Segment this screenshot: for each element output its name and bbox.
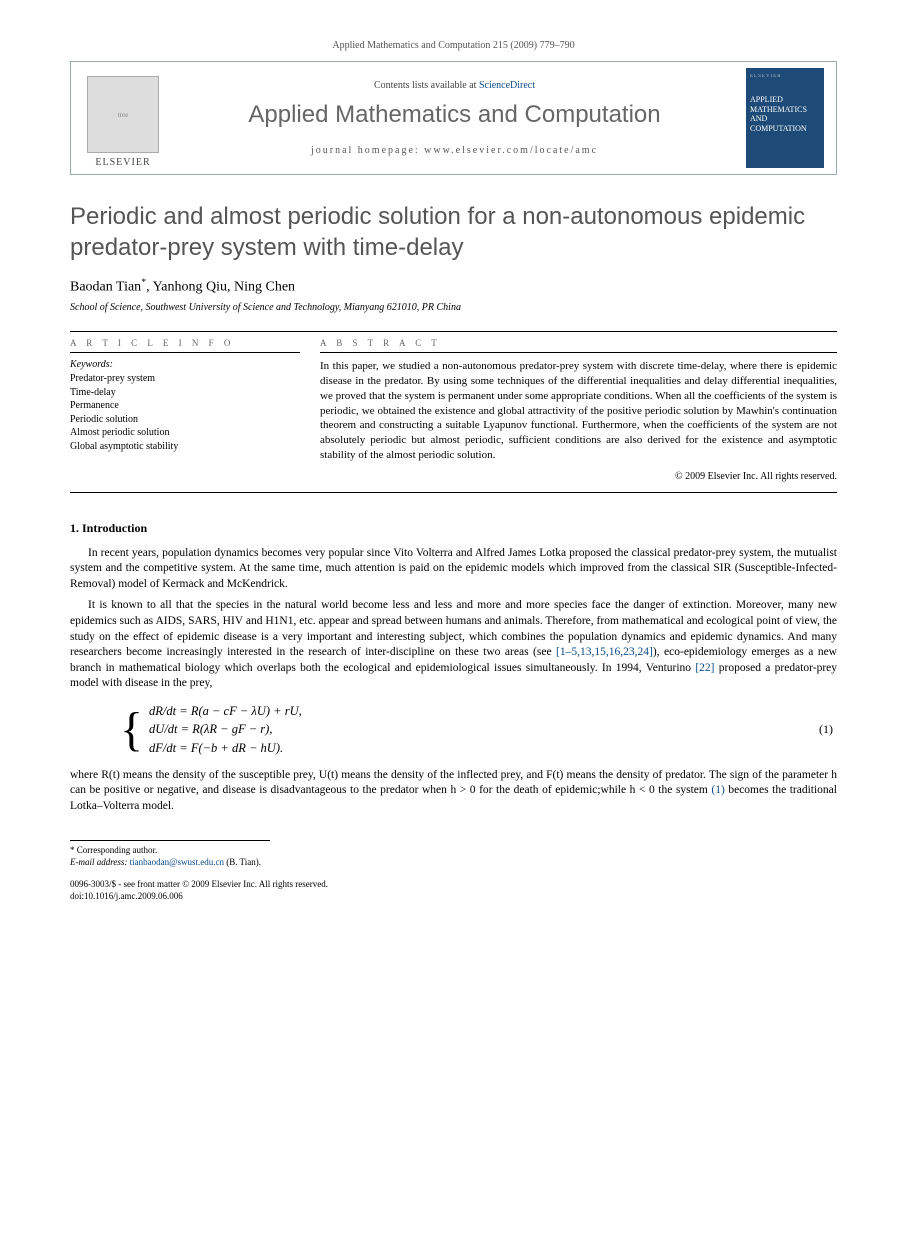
cover-journal-title: APPLIED MATHEMATICS AND COMPUTATION <box>750 95 820 133</box>
article-info-label: A R T I C L E I N F O <box>70 332 300 353</box>
journal-cover-thumbnail: ELSEVIER APPLIED MATHEMATICS AND COMPUTA… <box>746 68 824 168</box>
keyword-item: Periodic solution <box>70 413 300 427</box>
elsevier-tree-icon: tree <box>87 76 159 153</box>
footer-doi: doi:10.1016/j.amc.2009.06.006 <box>70 891 837 903</box>
keywords-list: Predator-prey system Time-delay Permanen… <box>70 372 300 453</box>
affiliation: School of Science, Southwest University … <box>70 302 837 313</box>
email-trail: (B. Tian). <box>224 857 261 867</box>
intro-para-2: It is known to all that the species in t… <box>70 598 837 691</box>
equation-1: { dR/dt = R(a − cF − λU) + rU, dU/dt = R… <box>120 702 837 758</box>
keyword-item: Predator-prey system <box>70 372 300 386</box>
author-1: Baodan Tian <box>70 280 141 295</box>
keyword-item: Permanence <box>70 399 300 413</box>
keyword-item: Time-delay <box>70 386 300 400</box>
citation-link-group[interactable]: [1–5,13,15,16,23,24] <box>556 646 653 658</box>
eq-line-2: dU/dt = R(λR − gF − r), <box>149 720 302 739</box>
email-label: E-mail address: <box>70 857 130 867</box>
cover-cell: ELSEVIER APPLIED MATHEMATICS AND COMPUTA… <box>734 62 836 174</box>
publisher-label: ELSEVIER <box>95 157 150 168</box>
intro-para-3: where R(t) means the density of the susc… <box>70 768 837 815</box>
cover-brand: ELSEVIER <box>750 74 820 79</box>
citation-link-22[interactable]: [22] <box>695 662 714 674</box>
footnote-rule-block: * Corresponding author. <box>70 840 270 855</box>
intro-para-1: In recent years, population dynamics bec… <box>70 546 837 593</box>
equation-number: (1) <box>819 722 837 737</box>
running-head: Applied Mathematics and Computation 215 … <box>70 40 837 51</box>
journal-header-box: tree ELSEVIER Contents lists available a… <box>70 61 837 175</box>
article-title: Periodic and almost periodic solution fo… <box>70 201 837 263</box>
footnote-email-line: E-mail address: tianbaodan@swust.edu.cn … <box>70 857 837 867</box>
contents-pre: Contents lists available at <box>374 80 479 91</box>
abstract-label: A B S T R A C T <box>320 332 837 353</box>
keywords-heading: Keywords: <box>70 359 300 370</box>
abstract-column: A B S T R A C T In this paper, we studie… <box>320 332 837 482</box>
abstract-copyright: © 2009 Elsevier Inc. All rights reserved… <box>320 471 837 482</box>
footer-copyright: 0096-3003/$ - see front matter © 2009 El… <box>70 879 837 891</box>
keyword-item: Almost periodic solution <box>70 426 300 440</box>
article-info-column: A R T I C L E I N F O Keywords: Predator… <box>70 332 320 482</box>
equation-system: dR/dt = R(a − cF − λU) + rU, dU/dt = R(λ… <box>149 702 302 758</box>
left-brace-icon: { <box>120 706 143 754</box>
publisher-cell: tree ELSEVIER <box>71 62 175 174</box>
page-footer: 0096-3003/$ - see front matter © 2009 El… <box>70 879 837 902</box>
eq-line-1: dR/dt = R(a − cF − λU) + rU, <box>149 702 302 721</box>
header-center: Contents lists available at ScienceDirec… <box>175 62 734 174</box>
section-heading-intro: 1. Introduction <box>70 521 837 536</box>
author-line: Baodan Tian*, Yanhong Qiu, Ning Chen <box>70 277 837 296</box>
corresponding-author-note: * Corresponding author. <box>70 845 270 855</box>
sciencedirect-link[interactable]: ScienceDirect <box>479 80 535 91</box>
author-rest: , Yanhong Qiu, Ning Chen <box>146 280 295 295</box>
contents-available-line: Contents lists available at ScienceDirec… <box>374 80 535 91</box>
info-abstract-row: A R T I C L E I N F O Keywords: Predator… <box>70 332 837 482</box>
author-email-link[interactable]: tianbaodan@swust.edu.cn <box>130 857 224 867</box>
abstract-text: In this paper, we studied a non-autonomo… <box>320 359 837 463</box>
eq-line-3: dF/dt = F(−b + dR − hU). <box>149 739 302 758</box>
journal-title: Applied Mathematics and Computation <box>248 101 660 129</box>
keyword-item: Global asymptotic stability <box>70 440 300 454</box>
journal-homepage: journal homepage: www.elsevier.com/locat… <box>311 145 598 156</box>
rule-bottom <box>70 492 837 493</box>
page-root: Applied Mathematics and Computation 215 … <box>0 0 907 943</box>
eqref-1[interactable]: (1) <box>711 784 724 796</box>
